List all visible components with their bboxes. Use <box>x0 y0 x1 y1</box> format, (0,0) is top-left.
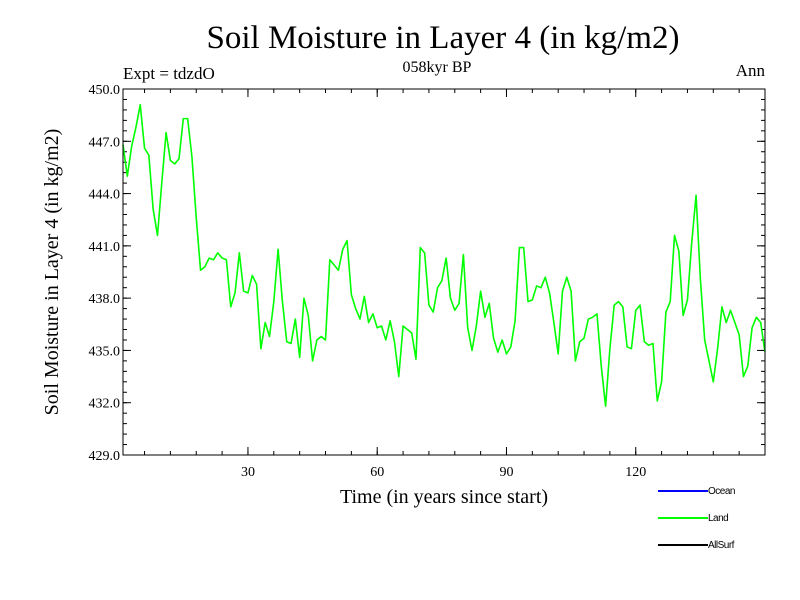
x-tick-label: 120 <box>625 465 646 480</box>
experiment-label: Expt = tdzdO <box>123 64 215 83</box>
legend-label-ocean: Ocean <box>708 486 735 497</box>
y-tick-labels: 429.0 432.0 435.0 438.0 441.0 444.0 447.0 450.0 <box>89 83 121 464</box>
plot-frame <box>122 88 766 456</box>
series-line-land <box>122 103 766 408</box>
y-tick-label: 438.0 <box>89 292 121 307</box>
y-tick-label: 444.0 <box>89 188 121 203</box>
y-tick-label: 441.0 <box>89 240 121 255</box>
legend: Ocean Land AllSurf <box>658 486 735 551</box>
season-label: Ann <box>736 61 766 80</box>
y-axis-label: Soil Moisture in Layer 4 (in kg/m2) <box>41 129 63 416</box>
x-tick-label: 90 <box>499 465 513 480</box>
y-tick-label: 435.0 <box>89 344 121 359</box>
x-tick-labels: 30 60 90 120 <box>241 465 646 480</box>
x-axis-label: Time (in years since start) <box>340 486 548 508</box>
series-group <box>122 103 766 408</box>
y-tick-label: 432.0 <box>89 397 121 412</box>
y-tick-label: 447.0 <box>89 135 121 150</box>
x-tick-label: 30 <box>241 465 255 480</box>
legend-label-allsurf: AllSurf <box>708 540 735 551</box>
y-tick-label: 450.0 <box>89 83 121 98</box>
y-tick-label: 429.0 <box>89 449 121 464</box>
chart-title: Soil Moisture in Layer 4 (in kg/m2) <box>207 20 680 56</box>
legend-label-land: Land <box>708 513 728 524</box>
axis-ticks <box>123 88 765 456</box>
x-tick-label: 60 <box>370 465 384 480</box>
chart-subtitle: 058kyr BP <box>403 59 472 76</box>
